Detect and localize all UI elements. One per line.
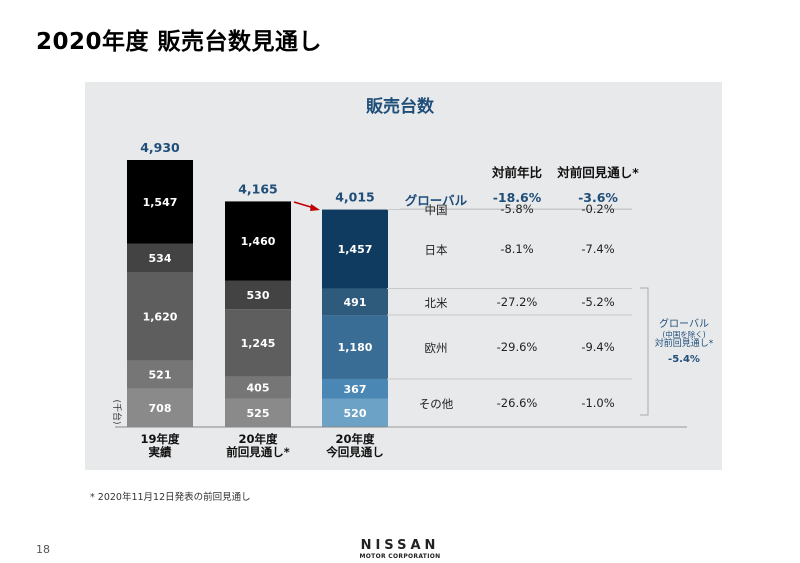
table-cell-region: その他 xyxy=(418,396,454,411)
table-cell-region: グローバル xyxy=(404,193,468,208)
table-cell-yoy: -18.6% xyxy=(492,190,542,205)
bar-segment-others xyxy=(127,388,193,427)
bar-segment-others xyxy=(225,398,291,427)
bar-value-label: 1,457 xyxy=(338,243,373,256)
bar-value-label: 521 xyxy=(149,369,172,382)
bar-segment-europe xyxy=(225,376,291,399)
side-note: グローバル (中国を除く) 対前回見通し* -5.4% xyxy=(645,319,723,365)
table-cell-vs-prev: -7.4% xyxy=(581,242,615,256)
bar-segment-china xyxy=(127,160,193,244)
bar-value-label: 1,620 xyxy=(143,311,178,324)
side-note-line1: グローバル xyxy=(659,319,709,330)
bar-segment-china xyxy=(322,209,388,289)
table-cell-yoy: -8.1% xyxy=(500,242,534,256)
bar-segment-north-america xyxy=(322,315,388,379)
bar-total-label: 4,165 xyxy=(238,181,278,196)
table-cell-region: 中国 xyxy=(424,203,448,218)
bar-value-label: 530 xyxy=(247,289,270,302)
bar-value-label: 1,547 xyxy=(143,196,178,209)
bar-value-label: 491 xyxy=(344,296,367,309)
bar-value-label: 1,180 xyxy=(338,341,373,354)
bar-segment-europe xyxy=(127,360,193,389)
bar-value-label: 405 xyxy=(247,382,270,395)
bar-value-label: 1,245 xyxy=(241,337,276,350)
category-label: 20年度 xyxy=(238,432,278,446)
table-cell-vs-prev: -0.2% xyxy=(581,202,615,217)
logo-main: NISSAN xyxy=(360,538,440,553)
bar-segment-japan xyxy=(322,288,388,316)
category-label: 実績 xyxy=(149,445,172,459)
bar-segment-japan xyxy=(225,280,291,310)
table-cell-region: 日本 xyxy=(424,243,448,257)
table-cell-yoy: -29.6% xyxy=(496,340,538,354)
bar-segment-others xyxy=(322,398,388,427)
arrow-head-icon xyxy=(310,204,320,211)
nissan-logo: NISSAN MOTOR CORPORATION xyxy=(357,538,443,560)
bar-value-label: 534 xyxy=(149,252,172,265)
table-cell-vs-prev: -9.4% xyxy=(581,340,615,354)
bar-segment-north-america xyxy=(127,272,193,361)
y-axis-unit-label: (千台) xyxy=(111,399,123,424)
bar-segment-china xyxy=(225,201,291,281)
side-note-line2: (中国を除く) xyxy=(662,330,706,339)
header-yoy: 対前年比 xyxy=(491,165,542,180)
category-label: 前回見通し* xyxy=(226,445,290,459)
table-cell-yoy: -26.6% xyxy=(496,395,538,410)
bar-segment-north-america xyxy=(225,309,291,377)
chart-title: 販売台数 xyxy=(366,97,434,117)
table-cell-vs-prev: -3.6% xyxy=(578,190,618,205)
logo-sub: MOTOR CORPORATION xyxy=(359,553,441,560)
category-label: 今回見通し xyxy=(325,445,384,459)
bracket xyxy=(640,287,649,416)
side-note-line3: 対前回見通し* xyxy=(654,339,714,349)
bar-value-label: 1,460 xyxy=(241,235,276,248)
category-label: 19年度 xyxy=(140,432,180,446)
table-cell-yoy: -5.8% xyxy=(500,202,534,217)
bar-total-label: 4,930 xyxy=(140,140,180,155)
table-cell-vs-prev: -5.2% xyxy=(581,294,615,309)
page-number: 18 xyxy=(36,543,50,556)
bar-value-label: 520 xyxy=(344,407,367,420)
bar-segment-europe xyxy=(322,378,388,399)
table-cell-region: 北米 xyxy=(424,295,448,310)
table-cell-region: 欧州 xyxy=(424,341,448,355)
bar-value-label: 708 xyxy=(149,402,172,415)
bar-total-label: 4,015 xyxy=(335,190,375,205)
category-label: 20年度 xyxy=(335,432,375,446)
bar-value-label: 367 xyxy=(344,383,367,396)
header-vs-prev: 対前回見通し* xyxy=(557,165,639,180)
side-note-value: -5.4% xyxy=(668,354,700,365)
footnote: * 2020年11月12日発表の前回見通し xyxy=(90,492,251,503)
page-title: 2020年度 販売台数見通し xyxy=(36,29,323,55)
bar-segment-japan xyxy=(127,243,193,273)
table-cell-vs-prev: -1.0% xyxy=(581,395,615,410)
table-cell-yoy: -27.2% xyxy=(496,294,538,309)
bar-value-label: 525 xyxy=(247,407,270,420)
